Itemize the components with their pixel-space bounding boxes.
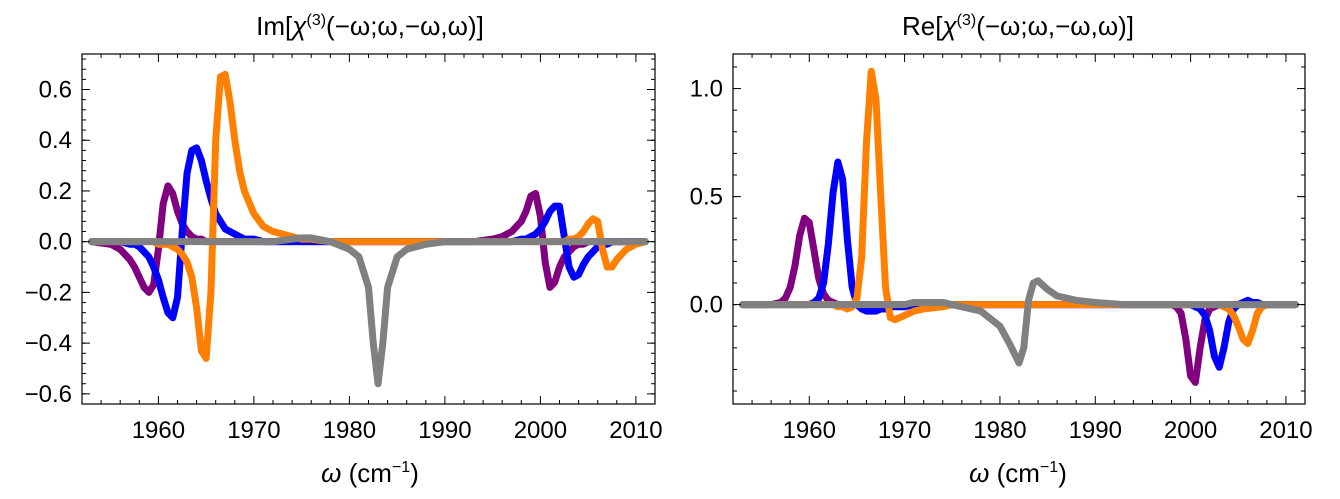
- panel-im-ytick-label: 0.0: [39, 229, 72, 256]
- panel-re-xtick-label: 2010: [1259, 417, 1312, 444]
- panel-im-title-sup: (3): [306, 12, 326, 29]
- panel-im-series-3-line: [88, 234, 649, 388]
- panel-re-title-sup: (3): [957, 12, 977, 29]
- panel-im-ytick-label: 0.4: [39, 127, 72, 154]
- panel-re-series-3-line: [739, 277, 1299, 367]
- panel-im-ytick-label: 0.6: [39, 77, 72, 104]
- panel-im-xlabel-close: ): [410, 458, 419, 488]
- panel-im-xtick-label: 1980: [323, 417, 376, 444]
- panel-im-title: Im[χ(3)(−ω;ω,−ω,ω)]: [256, 11, 484, 41]
- panel-im-xtick-label: 2010: [609, 417, 662, 444]
- panel-re-xtick-label: 1980: [973, 417, 1026, 444]
- panel-re: Re[χ(3)(−ω;ω,−ω,ω)] 1960 1970 1980 1990 2000…: [690, 11, 1313, 488]
- panel-im-ytick-label: −0.4: [25, 330, 72, 357]
- panel-im-xtick-label: 1970: [227, 417, 280, 444]
- panel-re-xtick-label: 1990: [1069, 417, 1122, 444]
- panel-im-xlabel-omega: ω: [321, 458, 341, 488]
- panel-im-xlabel: ω (cm−1): [321, 458, 419, 488]
- panel-im-plot-frame: [81, 53, 656, 405]
- panel-re-xtick-label: 1960: [783, 417, 836, 444]
- panel-im-xtick-label: 2000: [514, 417, 567, 444]
- panel-im-title-chi: χ: [290, 11, 307, 41]
- panel-re-xlabel-unit: (cm: [989, 458, 1040, 488]
- panel-re-series-group: [739, 67, 1299, 386]
- panel-re-xtick-label: 1970: [878, 417, 931, 444]
- panel-im-title-args: (−ω;ω,−ω,ω)]: [326, 11, 484, 41]
- panel-re-xlabel-close: ): [1058, 458, 1067, 488]
- panel-re-title-chi: χ: [940, 11, 957, 41]
- panel-re-ytick-label: 0.0: [690, 292, 723, 319]
- panel-re-xlabel-sup: −1: [1040, 459, 1058, 476]
- panel-im-ytick-label: −0.2: [25, 279, 72, 306]
- panel-im-ytick-label: −0.6: [25, 381, 72, 408]
- panel-re-xlabel-omega: ω: [969, 458, 989, 488]
- panel-im-xlabel-sup: −1: [392, 459, 410, 476]
- panel-im-title-prefix: Im[: [256, 11, 293, 41]
- panel-im: Im[χ(3)(−ω;ω,−ω,ω)] 1960 1970 1980 1990 2000…: [25, 11, 663, 488]
- panel-im-xlabel-unit: (cm: [341, 458, 392, 488]
- panel-im-ticks: 1960 1970 1980 1990 2000 2010 −0.6 −0.4 −0.2 0.0 0…: [25, 54, 663, 444]
- panel-re-ytick-label: 1.0: [690, 76, 723, 103]
- panel-re-ytick-label: 0.5: [690, 184, 723, 211]
- panel-im-xtick-label: 1960: [132, 417, 185, 444]
- panel-im-ytick-label: 0.2: [39, 178, 72, 205]
- panel-re-title: Re[χ(3)(−ω;ω,−ω,ω)]: [902, 11, 1134, 41]
- panel-im-series-group: [88, 70, 649, 388]
- panel-re-ticks: 1960 1970 1980 1990 2000 2010 0.0 0.5 1.0: [690, 54, 1313, 444]
- panel-re-xtick-label: 2000: [1164, 417, 1217, 444]
- panel-re-title-args: (−ω;ω,−ω,ω)]: [976, 11, 1134, 41]
- panel-re-xlabel: ω (cm−1): [969, 458, 1067, 488]
- panel-re-title-prefix: Re[: [902, 11, 943, 41]
- panel-re-series-1-line: [739, 158, 1299, 371]
- panel-im-xtick-label: 1990: [418, 417, 471, 444]
